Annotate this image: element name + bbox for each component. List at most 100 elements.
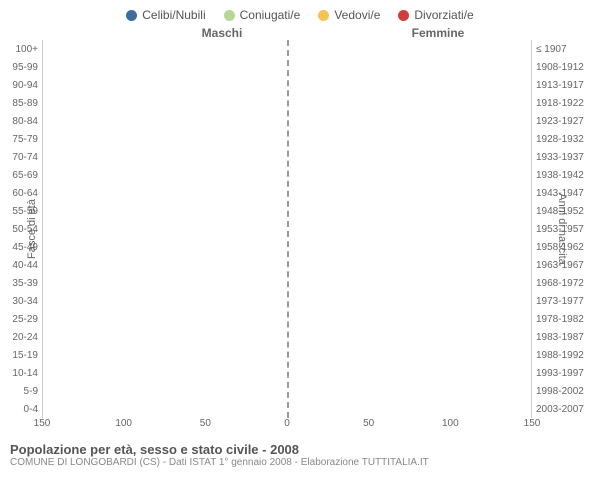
header-female: Femmine — [330, 26, 546, 40]
female-half — [287, 346, 531, 364]
male-half — [43, 40, 287, 58]
birth-tick: 1918-1922 — [532, 94, 600, 112]
x-tick: 100 — [442, 418, 459, 429]
legend-item: Vedovi/e — [318, 8, 380, 22]
female-half — [287, 40, 531, 58]
male-half — [43, 346, 287, 364]
age-tick: 0-4 — [0, 400, 42, 418]
male-half — [43, 148, 287, 166]
female-half — [287, 220, 531, 238]
birth-tick: 1998-2002 — [532, 382, 600, 400]
female-half — [287, 166, 531, 184]
birth-tick: 1993-1997 — [532, 364, 600, 382]
male-half — [43, 166, 287, 184]
y-axis-right-label: Anni di nascita — [556, 193, 568, 265]
female-half — [287, 130, 531, 148]
male-half — [43, 328, 287, 346]
age-tick: 90-94 — [0, 76, 42, 94]
male-half — [43, 112, 287, 130]
age-tick: 75-79 — [0, 130, 42, 148]
age-tick: 25-29 — [0, 310, 42, 328]
male-half — [43, 220, 287, 238]
male-half — [43, 58, 287, 76]
male-half — [43, 94, 287, 112]
male-half — [43, 184, 287, 202]
header-male: Maschi — [54, 26, 330, 40]
age-tick: 95-99 — [0, 58, 42, 76]
birth-tick: 1923-1927 — [532, 112, 600, 130]
male-half — [43, 256, 287, 274]
female-half — [287, 58, 531, 76]
x-tick: 0 — [284, 418, 290, 429]
male-half — [43, 274, 287, 292]
footer: Popolazione per età, sesso e stato civil… — [0, 436, 600, 468]
female-half — [287, 382, 531, 400]
female-half — [287, 310, 531, 328]
male-half — [43, 76, 287, 94]
legend-swatch — [224, 10, 235, 21]
x-tick: 50 — [200, 418, 211, 429]
female-half — [287, 94, 531, 112]
birth-tick: 1933-1937 — [532, 148, 600, 166]
legend-label: Celibi/Nubili — [142, 8, 205, 22]
female-half — [287, 238, 531, 256]
legend-swatch — [398, 10, 409, 21]
male-half — [43, 310, 287, 328]
birth-tick: ≤ 1907 — [532, 40, 600, 58]
legend-swatch — [318, 10, 329, 21]
birth-tick: 1988-1992 — [532, 346, 600, 364]
birth-tick: 1938-1942 — [532, 166, 600, 184]
female-half — [287, 328, 531, 346]
female-half — [287, 256, 531, 274]
legend-item: Coniugati/e — [224, 8, 301, 22]
chart-subtitle: COMUNE DI LONGOBARDI (CS) - Dati ISTAT 1… — [10, 457, 590, 468]
y-axis-left-label: Fasce di età — [26, 199, 38, 259]
male-half — [43, 238, 287, 256]
chart-title: Popolazione per età, sesso e stato civil… — [10, 442, 590, 457]
population-pyramid — [42, 40, 532, 418]
age-tick: 100+ — [0, 40, 42, 58]
x-tick: 150 — [524, 418, 541, 429]
x-tick: 150 — [34, 418, 51, 429]
age-tick: 80-84 — [0, 112, 42, 130]
legend: Celibi/Nubili Coniugati/e Vedovi/e Divorzia… — [0, 0, 600, 26]
female-half — [287, 202, 531, 220]
age-tick: 35-39 — [0, 274, 42, 292]
birth-tick: 1973-1977 — [532, 292, 600, 310]
male-half — [43, 400, 287, 418]
age-tick: 15-19 — [0, 346, 42, 364]
chart-area: Fasce di età 100+95-9990-9485-8980-8475-… — [0, 40, 600, 418]
legend-label: Divorziati/e — [414, 8, 473, 22]
age-tick: 20-24 — [0, 328, 42, 346]
male-half — [43, 382, 287, 400]
birth-tick: 1908-1912 — [532, 58, 600, 76]
female-half — [287, 76, 531, 94]
female-half — [287, 112, 531, 130]
female-half — [287, 364, 531, 382]
legend-label: Vedovi/e — [334, 8, 380, 22]
x-tick: 50 — [363, 418, 374, 429]
birth-tick: 1978-1982 — [532, 310, 600, 328]
age-tick: 10-14 — [0, 364, 42, 382]
age-tick: 30-34 — [0, 292, 42, 310]
female-half — [287, 292, 531, 310]
column-headers: Maschi Femmine — [0, 26, 600, 40]
female-half — [287, 400, 531, 418]
x-tick: 100 — [115, 418, 132, 429]
birth-tick: 1928-1932 — [532, 130, 600, 148]
birth-tick: 2003-2007 — [532, 400, 600, 418]
birth-tick: 1913-1917 — [532, 76, 600, 94]
male-half — [43, 202, 287, 220]
legend-item: Celibi/Nubili — [126, 8, 205, 22]
legend-swatch — [126, 10, 137, 21]
female-half — [287, 184, 531, 202]
age-tick: 5-9 — [0, 382, 42, 400]
male-half — [43, 292, 287, 310]
center-line — [287, 40, 289, 418]
female-half — [287, 148, 531, 166]
birth-tick: 1968-1972 — [532, 274, 600, 292]
age-tick: 70-74 — [0, 148, 42, 166]
female-half — [287, 274, 531, 292]
x-axis: 05050100100150150 — [42, 418, 532, 436]
birth-tick: 1983-1987 — [532, 328, 600, 346]
